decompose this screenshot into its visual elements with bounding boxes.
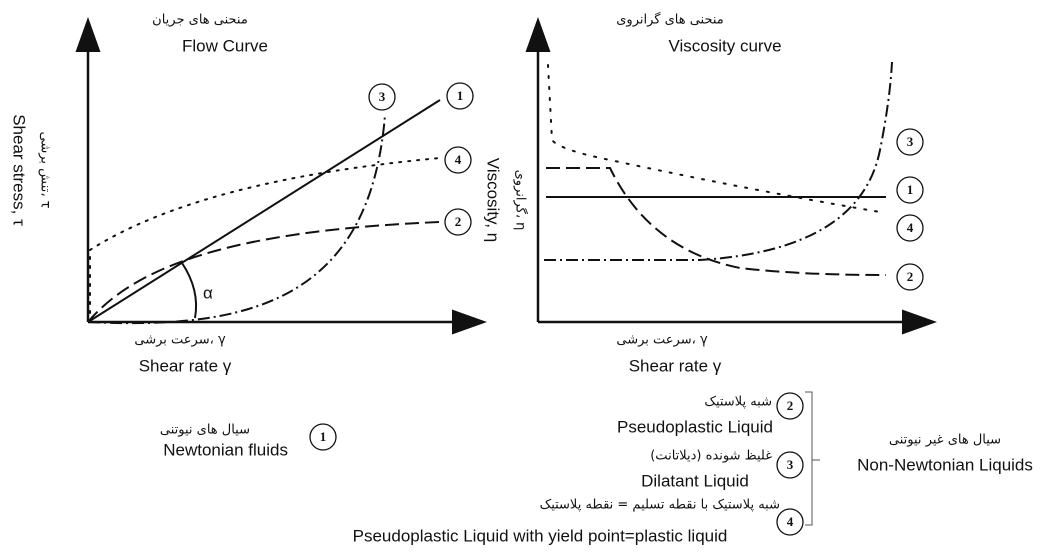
x-label-fa: سرعت برشی، γ xyxy=(616,333,708,348)
marker-circle xyxy=(896,214,924,242)
curve-2 xyxy=(546,167,887,276)
non-newtonian-fa: سیال های غیر نیوتنی xyxy=(889,433,1001,448)
title-fa: منحنی های جریان xyxy=(152,13,248,28)
marker-circle xyxy=(776,392,804,420)
y-label-en: Viscosity, η xyxy=(484,158,503,242)
marker-number: 1 xyxy=(907,182,914,197)
x-label-fa: سرعت برشی، γ xyxy=(134,333,226,348)
marker-circle xyxy=(368,83,396,111)
angle-arc xyxy=(181,262,198,319)
marker-circle xyxy=(444,208,472,236)
bracket xyxy=(805,391,820,526)
marker-number: 2 xyxy=(787,398,794,413)
marker-number: 1 xyxy=(457,88,464,103)
marker-number: 3 xyxy=(787,457,794,472)
item-fa: غلیظ شونده (دیلاتانت) xyxy=(650,449,772,464)
marker-number: 3 xyxy=(907,134,914,149)
marker-number: 4 xyxy=(907,220,914,235)
y-label-fa: گرانروی، η xyxy=(513,170,529,231)
marker-number: 1 xyxy=(320,429,327,444)
marker-circle xyxy=(776,508,804,536)
legend: سیال های نیوتنی Newtonian fluids سیال ها… xyxy=(160,391,1033,545)
newtonian-fa: سیال های نیوتنی xyxy=(160,423,250,438)
non-newtonian-en: Non-Newtonian Liquids xyxy=(857,455,1033,474)
curve-4 xyxy=(89,157,441,323)
curve-3 xyxy=(87,114,386,325)
marker-number: 4 xyxy=(787,514,794,529)
item-en: Dilatant Liquid xyxy=(641,471,749,490)
curve-3 xyxy=(544,61,893,261)
item-fa: شبه پلاستیک با نقطه تسلیم = نقطه پلاستیک xyxy=(540,498,780,513)
marker-circle xyxy=(446,82,474,110)
curve-1 xyxy=(87,99,441,323)
curve-4 xyxy=(547,64,881,213)
marker-circle xyxy=(896,263,924,291)
marker-circle xyxy=(776,451,804,479)
newtonian-en: Newtonian fluids xyxy=(163,440,288,459)
marker-number: 3 xyxy=(379,89,386,104)
viscosity-plot: منحنی های گرانروی Viscosity curve گرانرو… xyxy=(484,12,937,375)
x-label-en: Shear rate γ xyxy=(629,356,722,375)
y-label-fa: تنش برشی، τ xyxy=(38,132,53,209)
item-en: Pseudoplastic Liquid with yield point=pl… xyxy=(353,526,728,545)
marker-number: 2 xyxy=(907,269,914,284)
marker-number: 2 xyxy=(455,214,462,229)
angle-label: α xyxy=(203,283,213,302)
item-en: Pseudoplastic Liquid xyxy=(617,417,773,436)
x-label-en: Shear rate γ xyxy=(139,356,232,375)
title-en: Flow Curve xyxy=(182,36,268,55)
title-en: Viscosity curve xyxy=(668,36,781,55)
item-fa: شبه پلاستیک xyxy=(704,395,772,410)
flow-plot: α منحنی های جریان Flow Curve تنش برشی، τ… xyxy=(10,13,487,375)
curve-2 xyxy=(87,221,441,323)
marker-number: 4 xyxy=(455,152,462,167)
marker-circle xyxy=(444,146,472,174)
marker-circle xyxy=(309,423,337,451)
title-fa: منحنی های گرانروی xyxy=(616,12,724,28)
marker-circle xyxy=(896,128,924,156)
y-label-en: Shear stress, τ xyxy=(10,114,29,226)
marker-circle xyxy=(896,176,924,204)
